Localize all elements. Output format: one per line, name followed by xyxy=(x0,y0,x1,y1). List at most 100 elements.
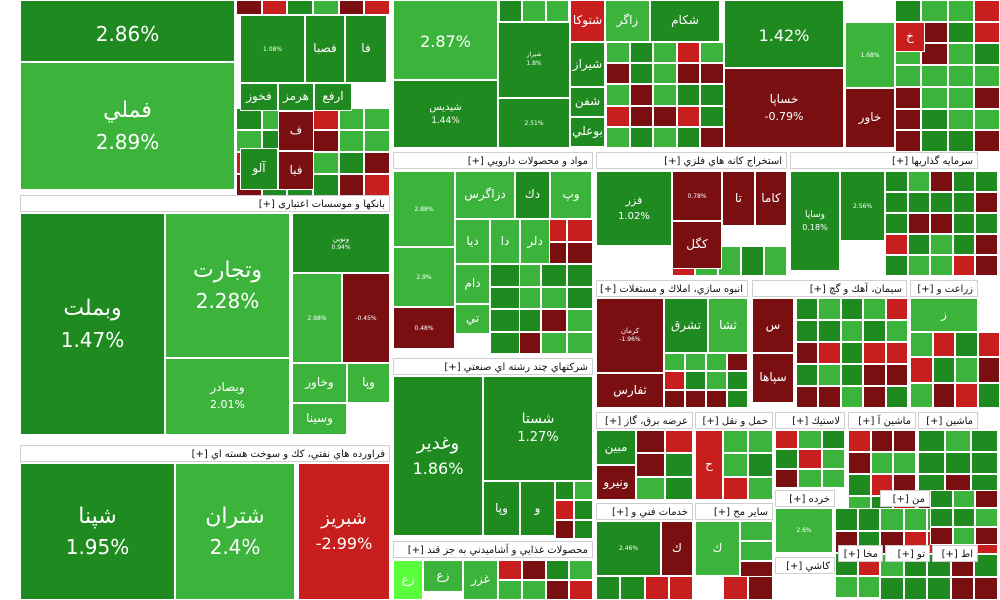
stock-tile[interactable]: 2.6% xyxy=(775,508,833,553)
sector-header[interactable]: ماشين آ [+] xyxy=(848,412,916,429)
sector-header[interactable]: محصولات غذايي و آشاميدني به جز قند [+] xyxy=(393,541,593,558)
sector-expand-button[interactable]: [+] xyxy=(926,416,943,427)
stock-tile[interactable]: وساپا 0.18% xyxy=(790,171,840,271)
sector-expand-button[interactable]: [+] xyxy=(191,449,208,460)
sector-header[interactable]: عرضه برق، گاز [+] xyxy=(596,412,693,429)
stock-tile[interactable]: بوعلي xyxy=(570,117,605,147)
stock-tile[interactable]: 2.98% xyxy=(292,273,342,363)
stock-tile[interactable]: وپ xyxy=(550,171,592,219)
stock-tile[interactable]: هرمز xyxy=(278,83,314,111)
stock-tile[interactable]: -0.45% xyxy=(342,273,390,363)
sector-header[interactable]: انبوه سازي، املاك و مستغلات [+] xyxy=(596,280,748,297)
stock-tile[interactable]: 1.08% xyxy=(240,15,305,83)
stock-tile[interactable]: 1.42% xyxy=(724,0,844,68)
sector-expand-button[interactable]: [+] xyxy=(892,494,909,505)
sector-expand-button[interactable]: [+] xyxy=(467,156,484,167)
stock-tile[interactable]: تي xyxy=(455,304,490,334)
sector-expand-button[interactable]: [+] xyxy=(858,416,875,427)
stock-tile[interactable]: ونيرو xyxy=(596,465,636,500)
sector-header[interactable]: ماشين [+] xyxy=(918,412,978,429)
stock-tile[interactable]: كاما xyxy=(755,171,787,226)
stock-tile[interactable]: س xyxy=(752,298,794,353)
sector-header[interactable]: شركتهاي چند رشته اي صنعتي [+] xyxy=(393,358,593,375)
stock-tile[interactable]: خساپا -0.79% xyxy=(724,68,844,148)
stock-tile[interactable]: 2.9% xyxy=(393,247,455,307)
stock-tile[interactable]: فزر 1.02% xyxy=(596,171,672,246)
stock-tile[interactable]: دلر xyxy=(520,219,550,264)
sector-header[interactable]: لاستيك [+] xyxy=(775,412,845,429)
sector-header[interactable]: مخا [+] xyxy=(838,545,883,562)
stock-tile[interactable]: دك xyxy=(515,171,550,219)
stock-tile[interactable]: 2.46% xyxy=(596,521,661,576)
stock-tile[interactable]: 2.56% xyxy=(840,171,885,241)
sector-expand-button[interactable]: [+] xyxy=(789,494,806,505)
stock-tile[interactable]: زع xyxy=(423,560,463,592)
stock-tile[interactable]: مبين xyxy=(596,430,636,465)
stock-tile[interactable]: دام xyxy=(455,264,490,304)
stock-tile[interactable]: شفن xyxy=(570,87,605,117)
sector-header[interactable]: فراورده هاي نفتي، كك و سوخت هسته اي [+] xyxy=(20,445,390,462)
stock-tile[interactable]: وبصادر 2.01% xyxy=(165,358,290,435)
stock-tile[interactable]: ك xyxy=(661,521,693,576)
sector-expand-button[interactable]: [+] xyxy=(605,416,622,427)
stock-tile[interactable]: خ xyxy=(895,22,925,52)
stock-tile[interactable]: غزر xyxy=(463,560,498,600)
sector-header[interactable]: حمل و نقل [+] xyxy=(695,412,773,429)
sector-header[interactable]: كاشي [+] xyxy=(775,557,835,574)
stock-tile[interactable]: ك xyxy=(695,521,740,576)
sector-header[interactable]: زراعت و [+] xyxy=(910,280,978,297)
stock-tile[interactable]: 2.87% xyxy=(393,0,498,80)
sector-expand-button[interactable]: [+] xyxy=(702,416,719,427)
sector-expand-button[interactable]: [+] xyxy=(786,561,803,572)
stock-tile[interactable]: تشرق xyxy=(664,298,708,353)
stock-tile[interactable]: آلو xyxy=(240,148,278,190)
stock-tile[interactable]: وپا xyxy=(483,481,520,536)
sector-header[interactable]: خرده [+] xyxy=(775,490,835,507)
stock-tile[interactable]: شپنا 1.95% xyxy=(20,463,175,600)
stock-tile[interactable]: شتران 2.4% xyxy=(175,463,295,600)
stock-tile[interactable]: سپاها xyxy=(752,353,794,403)
stock-tile[interactable]: ثفارس xyxy=(596,373,664,408)
stock-tile[interactable]: 0.48% xyxy=(393,307,455,349)
stock-tile[interactable]: و xyxy=(520,481,555,536)
sector-expand-button[interactable]: [+] xyxy=(941,549,958,560)
sector-header[interactable]: استخراج كانه هاي فلزي [+] xyxy=(596,152,787,169)
sector-header[interactable]: ساير مح [+] xyxy=(695,503,773,520)
sector-header[interactable]: سيمان، آهك و گچ [+] xyxy=(752,280,907,297)
stock-tile[interactable]: دزاگرس xyxy=(455,171,515,219)
stock-tile[interactable]: فبا xyxy=(278,151,314,190)
stock-tile[interactable]: 0.78% xyxy=(672,171,722,221)
sector-header[interactable]: من [+] xyxy=(880,490,930,507)
stock-tile[interactable]: 2.86% xyxy=(20,0,235,62)
stock-tile[interactable]: شيراز xyxy=(570,42,605,87)
stock-tile[interactable]: ارفع xyxy=(314,83,352,111)
sector-expand-button[interactable]: [+] xyxy=(809,284,826,295)
sector-header[interactable]: مواد و محصولات دارويي [+] xyxy=(393,152,593,169)
sector-expand-button[interactable]: [+] xyxy=(444,362,461,373)
sector-expand-button[interactable]: [+] xyxy=(792,416,809,427)
sector-expand-button[interactable]: [+] xyxy=(664,156,681,167)
sector-header[interactable]: خدمات فني و [+] xyxy=(596,503,693,520)
stock-tile[interactable]: شيديس 1.44% xyxy=(393,80,498,148)
stock-tile[interactable]: وغدير 1.86% xyxy=(393,376,483,536)
stock-tile[interactable]: فملي 2.89% xyxy=(20,62,235,190)
stock-tile[interactable]: شكام xyxy=(650,0,720,42)
stock-tile[interactable]: زع xyxy=(393,560,423,600)
stock-tile[interactable]: وخاور xyxy=(292,363,347,403)
stock-tile[interactable]: كگل xyxy=(672,221,722,269)
stock-tile[interactable]: ز xyxy=(910,298,978,332)
sector-header[interactable]: اط [+] xyxy=(932,545,978,562)
sector-header[interactable]: تو [+] xyxy=(885,545,930,562)
stock-tile[interactable]: وتجارت 2.28% xyxy=(165,213,290,358)
sector-expand-button[interactable]: [+] xyxy=(891,156,909,167)
stock-tile[interactable]: شستا 1.27% xyxy=(483,376,593,481)
stock-tile[interactable]: زاگر xyxy=(605,0,650,42)
sector-expand-button[interactable]: [+] xyxy=(843,549,860,560)
stock-tile[interactable]: ديا xyxy=(455,219,490,264)
stock-tile[interactable]: وسينا xyxy=(292,403,347,435)
sector-header[interactable]: سرمايه گذاريها [+] xyxy=(790,152,978,169)
stock-tile[interactable]: شيراز 1.8% xyxy=(498,22,570,98)
stock-tile[interactable]: وبملت 1.47% xyxy=(20,213,165,435)
stock-tile[interactable]: 2.88% xyxy=(393,171,455,247)
stock-tile[interactable]: فخوز xyxy=(240,83,278,111)
